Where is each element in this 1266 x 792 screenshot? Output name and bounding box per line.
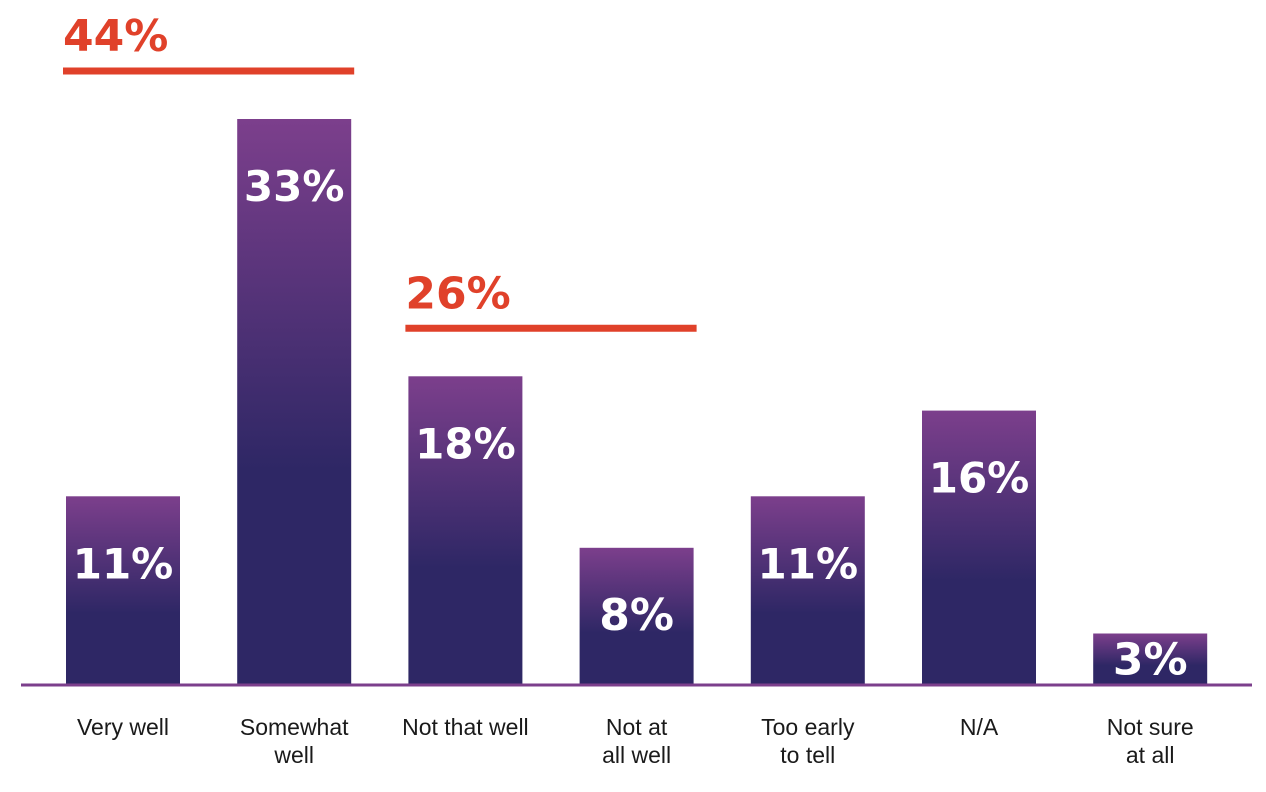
bar-value-label: 11% xyxy=(73,539,174,588)
category-label-line: at all xyxy=(1126,742,1175,768)
category-label-line: all well xyxy=(602,742,671,768)
bar-value-label: 18% xyxy=(415,419,516,468)
category-label: Somewhat well xyxy=(240,714,349,768)
category-label: Too early to tell xyxy=(761,714,855,768)
bar-value-label: 8% xyxy=(599,590,674,641)
bar-2 xyxy=(408,376,523,685)
category-label-line: Very well xyxy=(77,714,169,740)
category-label-line: well xyxy=(273,742,314,768)
category-label-line: Somewhat xyxy=(240,714,349,740)
bar-value-label: 16% xyxy=(929,454,1030,503)
group-total-label-1: 26% xyxy=(405,268,510,319)
bar-6 xyxy=(1093,633,1208,685)
bar-value-label: 3% xyxy=(1113,634,1188,685)
category-label-line: Not at xyxy=(606,714,668,740)
bar-0 xyxy=(66,496,180,685)
category-label: Very well xyxy=(77,714,169,740)
bar-1 xyxy=(237,119,352,685)
bar-value-label: 11% xyxy=(758,539,859,588)
category-label-line: Not sure xyxy=(1107,714,1194,740)
bar-value-label: 33% xyxy=(244,162,345,211)
bar-3 xyxy=(579,547,694,685)
bars: 11% 33% 18% 8% 11% 16% 3% xyxy=(66,119,1208,685)
category-label-line: N/A xyxy=(960,714,999,740)
category-label: N/A xyxy=(960,714,999,740)
group-totals: 44% 26% xyxy=(63,11,697,332)
category-label: Not sure at all xyxy=(1107,714,1194,768)
category-label-line: Not that well xyxy=(402,714,529,740)
category-label: Not that well xyxy=(402,714,529,740)
category-labels: Very well Somewhat well Not that well Not at… xyxy=(77,714,1194,768)
group-total-label-0: 44% xyxy=(63,11,168,62)
category-label-line: to tell xyxy=(780,742,835,768)
bar-4 xyxy=(750,496,865,685)
category-label-line: Too early xyxy=(761,714,855,740)
category-label: Not at all well xyxy=(602,714,671,768)
bar-5 xyxy=(922,410,1036,685)
